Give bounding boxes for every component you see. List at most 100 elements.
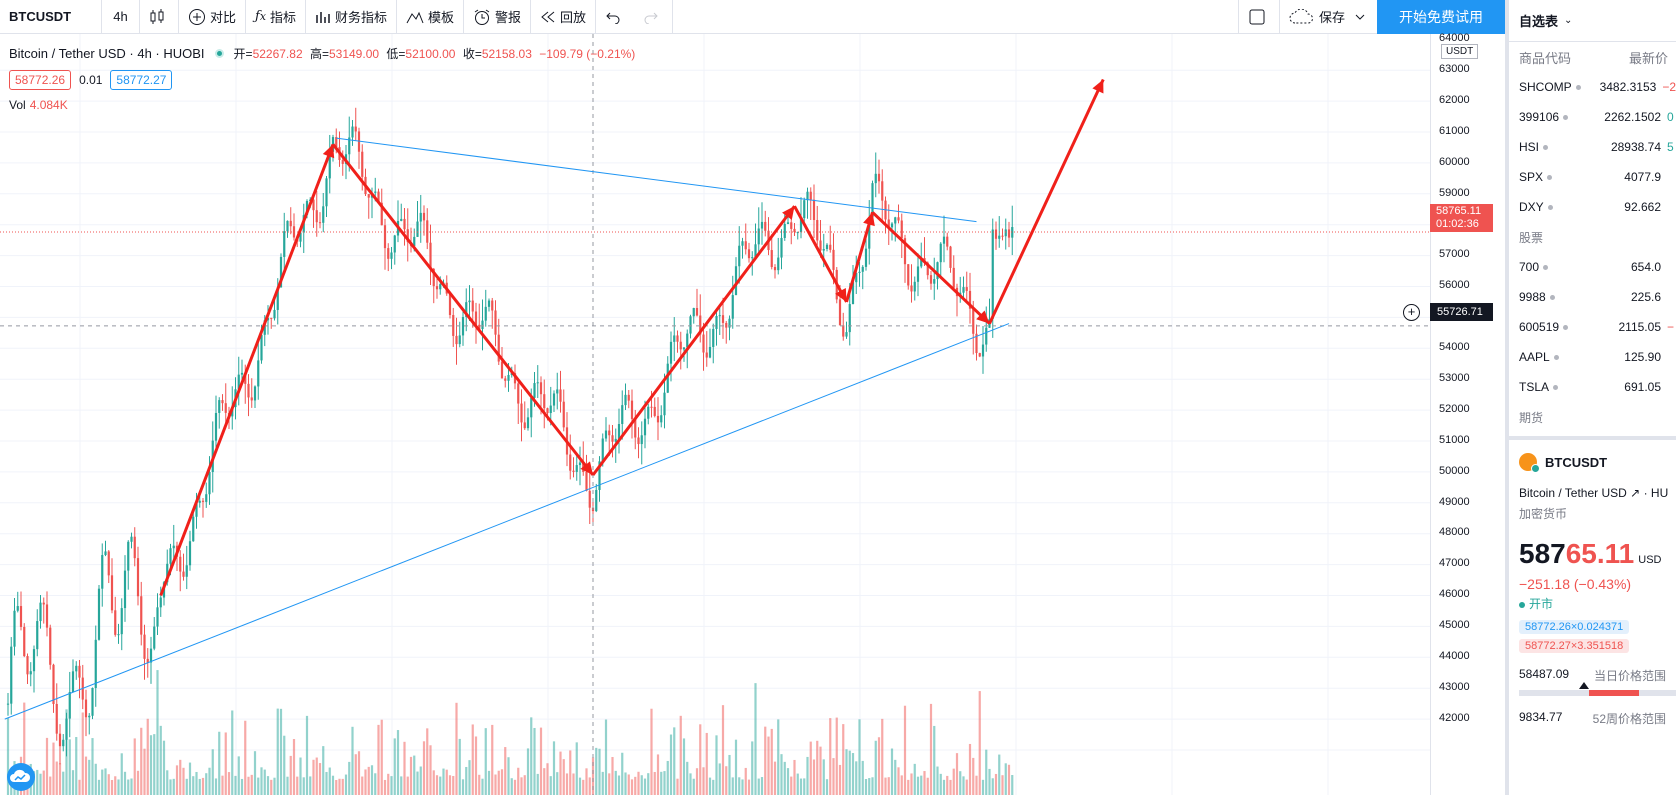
chart-pane[interactable] [0, 34, 1430, 795]
candle-body [68, 691, 71, 719]
trendline [336, 137, 977, 223]
price-axis[interactable]: 6400063000620006100060000590005800057000… [1430, 32, 1505, 795]
volume-bar [881, 718, 884, 795]
candle-body [367, 194, 370, 198]
candle-body [406, 229, 409, 243]
volume-bar [728, 754, 731, 795]
col-symbol[interactable]: 商品代码 [1519, 50, 1572, 66]
watchlist-row-dxy[interactable]: DXY 92.662 [1509, 192, 1676, 222]
volume-bar [471, 724, 474, 795]
row-price: 225.6 [1630, 290, 1661, 304]
candle-body [738, 245, 741, 267]
chart-type-button[interactable] [140, 0, 179, 34]
candle-body [595, 489, 598, 512]
volume-bar [565, 773, 569, 795]
candle-body [140, 596, 143, 635]
row-symbol: AAPL [1519, 350, 1591, 364]
watchlist-row-9988[interactable]: 9988 225.6 [1509, 282, 1676, 312]
external-link-icon[interactable]: ↗ [1630, 486, 1641, 500]
year-range-label: 52周价格范围 [1592, 712, 1666, 726]
undo-button[interactable] [596, 0, 634, 34]
volume-bar [962, 776, 965, 795]
add-plus-icon[interactable]: + [1403, 304, 1420, 321]
volume-bar [959, 771, 962, 795]
redo-icon [643, 10, 659, 24]
volume-bar [419, 766, 422, 795]
volume-bar [162, 740, 166, 795]
watchlist-row-700[interactable]: 700 654.0 [1509, 252, 1676, 282]
volume-bar [760, 777, 764, 795]
candle-body [549, 405, 552, 414]
symbol-search-button[interactable]: BTCUSDT [0, 0, 102, 34]
watchlist-row-aapl[interactable]: AAPL 125.90 [1509, 342, 1676, 372]
volume-bar [55, 761, 58, 795]
col-price[interactable]: 最新价 [1629, 50, 1669, 66]
alerts-button[interactable]: 警报 [464, 0, 531, 34]
replay-button[interactable]: 回放 [531, 0, 597, 34]
volume-bar [546, 763, 549, 795]
watchlist-row-600519[interactable]: 600519 2115.05− [1509, 312, 1676, 342]
ohlc-values: 开=52267.82 高=53149.00 低=52100.00 收=52158… [234, 45, 640, 62]
candle-body [1004, 229, 1007, 237]
candle-body [195, 502, 198, 517]
candle-body [130, 536, 133, 542]
interval-button[interactable]: 4h [102, 0, 140, 34]
day-range: 58487.09 当日价格范围 [1519, 667, 1666, 684]
volume-bar [429, 745, 432, 795]
candle-body [920, 258, 923, 267]
candle-body [530, 397, 533, 418]
volume-bar [588, 777, 591, 795]
templates-icon [406, 9, 424, 25]
candle-body [803, 200, 806, 219]
sell-price-button[interactable]: 58772.26 [9, 70, 72, 90]
candle-body [588, 490, 591, 508]
watchlist-header[interactable]: 自选表 ⌄ [1509, 0, 1676, 42]
details-name: Bitcoin / Tether USD ↗ · HU [1519, 486, 1669, 500]
price-chart[interactable] [0, 34, 1430, 795]
watchlist-row-shcomp[interactable]: SHCOMP 3482.3153 −2 [1509, 72, 1676, 102]
chevron-down-icon: ⌄ [1564, 15, 1573, 26]
volume-bar [864, 779, 868, 795]
volume-bar [435, 775, 439, 795]
templates-button[interactable]: 模板 [397, 0, 464, 34]
candle-body [504, 378, 507, 381]
arrow-head [782, 206, 795, 220]
volume-bar [88, 759, 91, 795]
redo-button[interactable] [634, 0, 674, 34]
candle-body [133, 536, 136, 559]
watchlist-row-399106[interactable]: 399106 2262.1502 0 [1509, 102, 1676, 132]
layout-button[interactable] [1237, 0, 1280, 34]
candle-body [809, 191, 812, 200]
row-price: 2115.05 [1618, 320, 1662, 334]
free-trial-button[interactable]: 开始免费试用 [1377, 0, 1505, 34]
candle-body [484, 306, 487, 321]
candle-body [877, 173, 881, 182]
currency-badge[interactable]: USDT [1441, 44, 1479, 59]
volume-bar [198, 778, 201, 795]
cloud-logo-icon [10, 769, 31, 782]
watchlist-row-spx[interactable]: SPX 4077.9 [1509, 162, 1676, 192]
details-header[interactable]: BTCUSDT [1519, 450, 1666, 474]
save-button[interactable]: 保存 [1280, 0, 1379, 34]
financials-button[interactable]: 财务指标 [306, 0, 397, 34]
buy-price-button[interactable]: 58772.27 [110, 70, 173, 90]
volume-bar [507, 757, 510, 795]
watchlist-row-hsi[interactable]: HSI 28938.74 5 [1509, 132, 1676, 162]
candle-body [361, 151, 364, 177]
candle-body [861, 266, 864, 272]
volume-bar [354, 754, 357, 795]
compare-button[interactable]: 对比 [179, 0, 247, 34]
candle-body [491, 300, 494, 311]
trendline [4, 323, 1010, 720]
year-low: 9834.77 [1519, 710, 1563, 724]
stocks-list: 700 654.0 9988 225.6 600519 2115.05− AAPL 125.9… [1509, 252, 1676, 402]
volume-bar [770, 728, 773, 795]
volume-bar [630, 779, 634, 795]
volume-bar [764, 726, 767, 795]
watchlist-row-tsla[interactable]: TSLA 691.05 [1509, 372, 1676, 402]
volume-bar [413, 755, 416, 795]
details-fullname: Bitcoin / Tether USD [1519, 486, 1627, 500]
tradingview-logo[interactable] [7, 763, 35, 791]
